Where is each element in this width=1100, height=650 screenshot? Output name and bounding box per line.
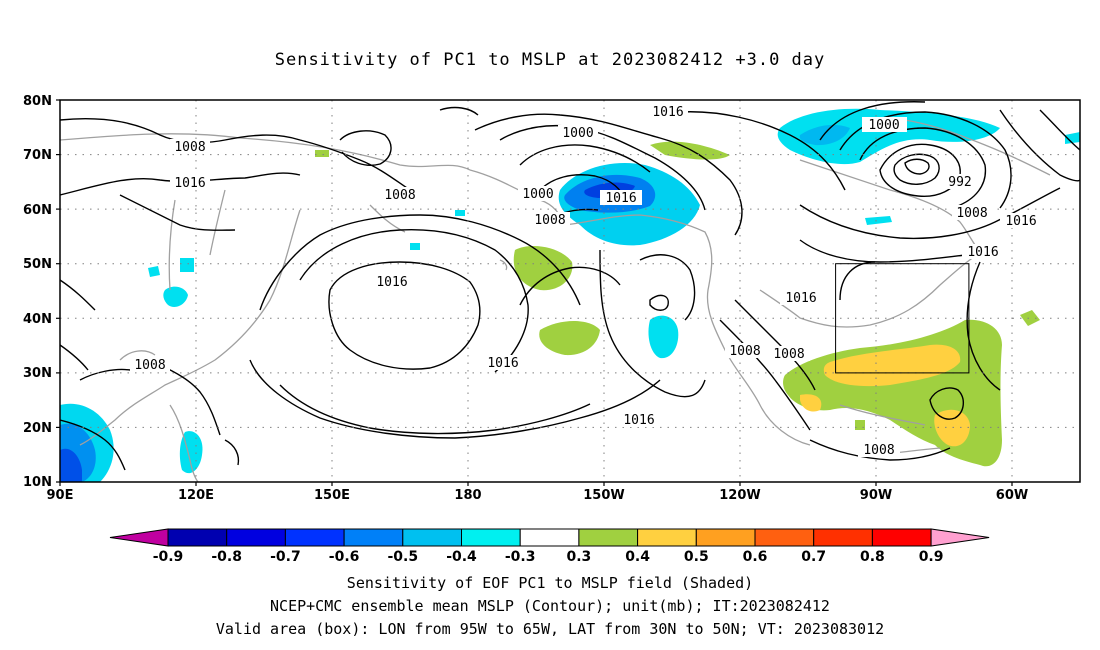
colorbar-swatch bbox=[754, 528, 815, 547]
colorbar-swatch bbox=[167, 528, 228, 547]
contour-label: 1008 bbox=[729, 344, 760, 359]
valid-area-box bbox=[835, 263, 970, 374]
contour-label: 1016 bbox=[487, 356, 518, 371]
contour-label: 1016 bbox=[785, 291, 816, 306]
y-tick-label: 10N bbox=[23, 475, 52, 490]
y-tick-label: 60N bbox=[23, 203, 52, 218]
contour-label: 1016 bbox=[623, 413, 654, 428]
colorbar-label: -0.7 bbox=[270, 549, 301, 565]
colorbar-label: -0.4 bbox=[446, 549, 477, 565]
y-tick-label: 80N bbox=[23, 94, 52, 109]
y-tick-label: 70N bbox=[23, 148, 52, 163]
x-tick-label: 150E bbox=[314, 488, 350, 503]
x-tick-label: 90W bbox=[860, 488, 892, 503]
contour-label: 1016 bbox=[652, 105, 683, 120]
graticule bbox=[60, 100, 1080, 482]
caption-valid-area: Valid area (box): LON from 95W to 65W, L… bbox=[215, 620, 885, 638]
negative-region-north-atlantic bbox=[777, 108, 1000, 165]
colorbar-swatch bbox=[343, 528, 404, 547]
x-tick-label: 180 bbox=[454, 488, 481, 503]
colorbar-label: 0.5 bbox=[684, 549, 709, 565]
contour-labels: 1016 1008 1000 1000 1016 1008 1000 1008 … bbox=[130, 104, 1042, 458]
colorbar-swatch bbox=[519, 528, 580, 547]
x-tick-label: 150W bbox=[583, 488, 624, 503]
colorbar-label: 0.6 bbox=[743, 549, 768, 565]
mslp-contours bbox=[60, 101, 1080, 471]
colorbar-label: 0.3 bbox=[566, 549, 591, 565]
contour-label: 1008 bbox=[134, 358, 165, 373]
x-tick-label: 60W bbox=[996, 488, 1028, 503]
x-tick-label: 120E bbox=[178, 488, 214, 503]
colorbar-swatch bbox=[871, 528, 932, 547]
colorbar-label: 0.9 bbox=[919, 549, 944, 565]
contour-label: 1016 bbox=[174, 176, 205, 191]
map-frame bbox=[59, 99, 1081, 483]
contour-label: 1000 bbox=[868, 118, 899, 133]
colorbar-label: 0.4 bbox=[625, 549, 650, 565]
caption-shading: Sensitivity of EOF PC1 to MSLP field (Sh… bbox=[346, 574, 754, 592]
contour-label: 1016 bbox=[605, 191, 636, 206]
colorbar-label: -0.9 bbox=[153, 549, 184, 565]
contour-label: 1008 bbox=[174, 140, 205, 155]
colorbar-swatch bbox=[284, 528, 345, 547]
contour-label: 1016 bbox=[967, 245, 998, 260]
colorbar: -0.9 -0.8 -0.7 -0.6 -0.5 -0.4 -0.3 0.3 0.4 0.5 0.6… bbox=[109, 528, 990, 565]
y-tick-label: 50N bbox=[23, 257, 52, 272]
contour-label: 1008 bbox=[863, 443, 894, 458]
colorbar-swatch bbox=[461, 528, 521, 547]
x-tick-label: 120W bbox=[719, 488, 760, 503]
contour-label: 1008 bbox=[534, 213, 565, 228]
tick-marks bbox=[56, 99, 1013, 486]
colorbar-high-arrow bbox=[930, 528, 990, 547]
colorbar-label: 0.8 bbox=[860, 549, 885, 565]
y-tick-label: 30N bbox=[23, 366, 52, 381]
contour-label: 1008 bbox=[384, 188, 415, 203]
y-axis-labels: 10N 20N 30N 40N 50N 60N 70N 80N bbox=[23, 94, 52, 490]
colorbar-swatch bbox=[695, 528, 756, 547]
y-tick-label: 40N bbox=[23, 312, 52, 327]
contour-label: 1016 bbox=[376, 275, 407, 290]
colorbar-label: -0.8 bbox=[211, 549, 242, 565]
colorbar-swatch bbox=[578, 528, 639, 547]
contour-label: 1016 bbox=[1005, 214, 1036, 229]
colorbar-swatch bbox=[402, 528, 462, 547]
y-tick-label: 20N bbox=[23, 421, 52, 436]
contour-label: 992 bbox=[948, 175, 971, 190]
colorbar-label: -0.5 bbox=[387, 549, 418, 565]
caption-contour: NCEP+CMC ensemble mean MSLP (Contour); u… bbox=[270, 597, 830, 615]
contour-label: 1008 bbox=[773, 347, 804, 362]
chart-title: Sensitivity of PC1 to MSLP at 2023082412… bbox=[274, 50, 826, 70]
contour-label: 1000 bbox=[562, 126, 593, 141]
contour-label: 1000 bbox=[522, 187, 553, 202]
colorbar-swatch bbox=[813, 528, 873, 547]
x-axis-labels: 90E 120E 150E 180 150W 120W 90W 60W bbox=[47, 488, 1029, 503]
colorbar-label: 0.7 bbox=[801, 549, 826, 565]
positive-region-north-pacific bbox=[513, 246, 573, 291]
colorbar-label: -0.3 bbox=[505, 549, 536, 565]
colorbar-label: -0.6 bbox=[329, 549, 360, 565]
contour-label: 1008 bbox=[956, 206, 987, 221]
x-tick-label: 90E bbox=[47, 488, 74, 503]
colorbar-swatch bbox=[637, 528, 697, 547]
colorbar-swatch bbox=[226, 528, 286, 547]
colorbar-low-arrow bbox=[109, 528, 169, 547]
sensitivity-shading bbox=[60, 108, 1080, 482]
